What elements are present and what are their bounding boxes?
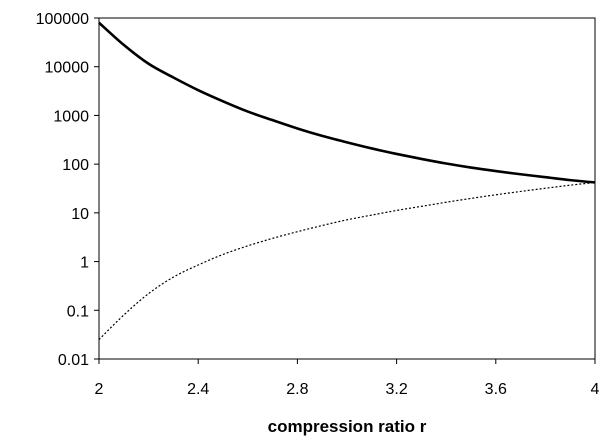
x-tick-label: 3.6: [485, 381, 507, 398]
series-line-solid: [98, 21, 596, 184]
y-tick-label: 0.1: [67, 303, 89, 320]
x-tick-label: 2.4: [187, 381, 209, 398]
x-tick-label: 2: [95, 381, 104, 398]
axis-ticks: [94, 17, 596, 364]
y-tick-label: 100: [62, 157, 89, 174]
series-group: [98, 21, 596, 341]
x-axis-title: compression ratio r: [268, 417, 427, 436]
y-tick-label: 1000: [53, 108, 89, 125]
tick-labels: 0.01 0.1 1 10 100 1000 10000 100000 2 2.4 2.8 3.2 3.…: [36, 11, 600, 398]
y-tick-label: 1: [80, 255, 89, 272]
y-tick-label: 10000: [45, 60, 90, 77]
series-line-dotted: [98, 181, 596, 341]
y-tick-label: 10: [71, 206, 89, 223]
plot-frame: [98, 17, 596, 360]
x-tick-label: 2.8: [286, 381, 308, 398]
x-tick-label: 3.2: [385, 381, 407, 398]
x-tick-label: 4: [591, 381, 600, 398]
y-tick-label: 100000: [36, 11, 89, 28]
y-tick-label: 0.01: [58, 352, 89, 369]
